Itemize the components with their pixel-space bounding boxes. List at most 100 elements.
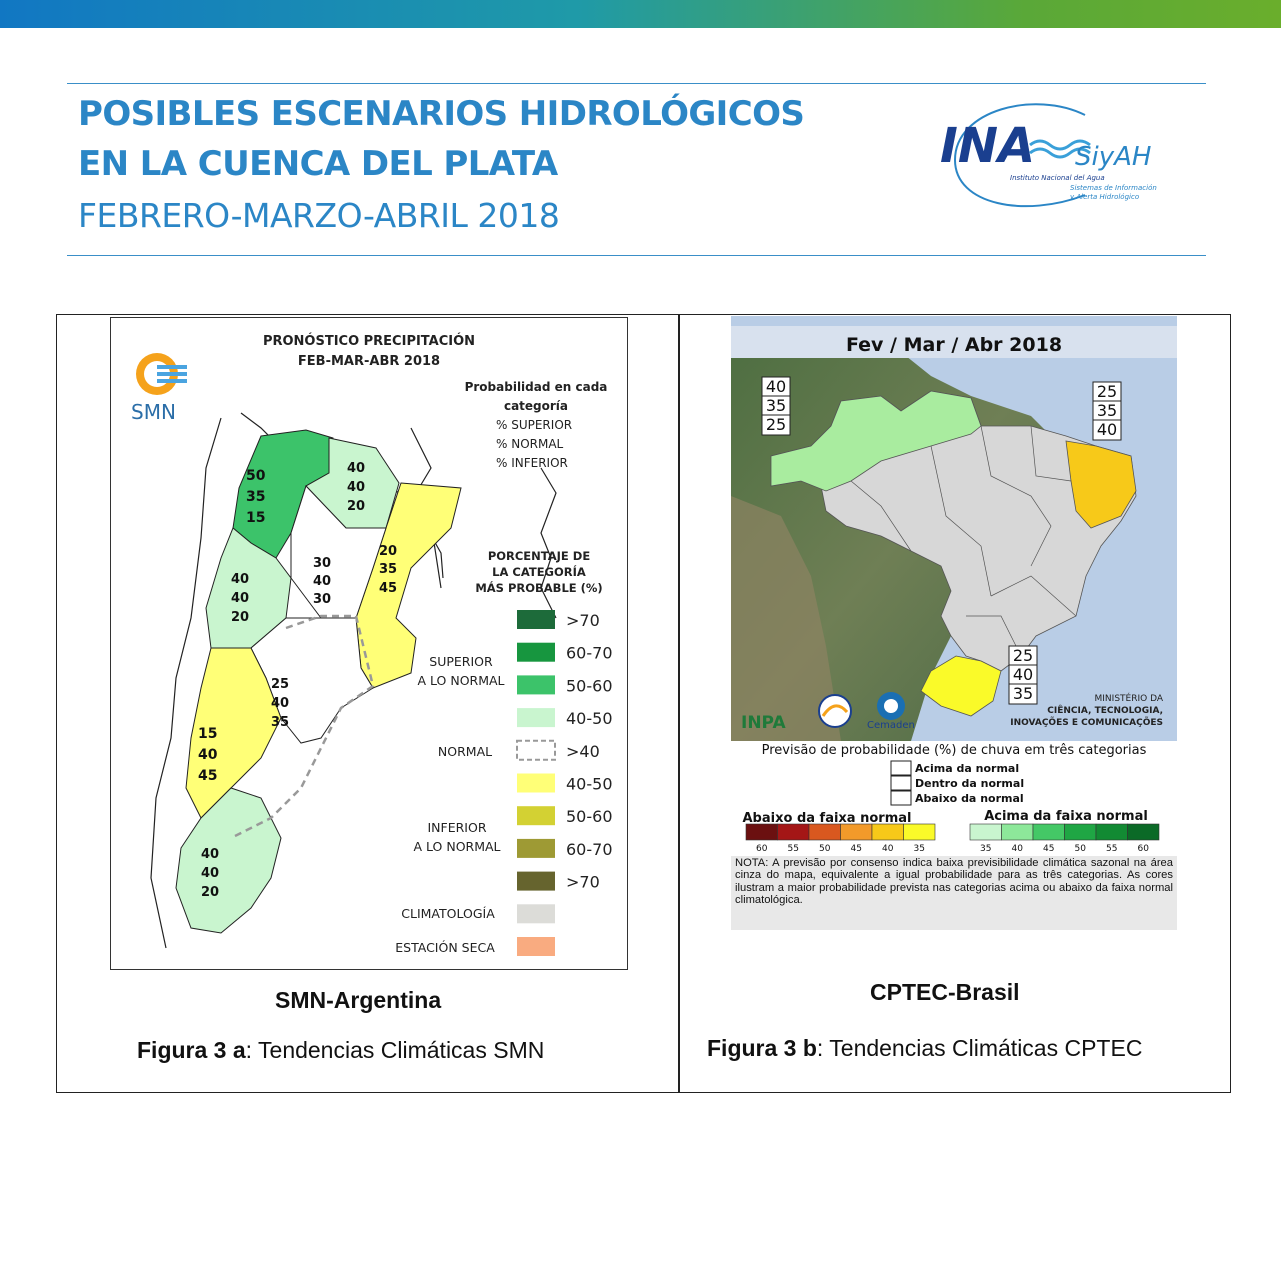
header-rule-top	[67, 83, 1206, 84]
smn-legend-label: 40-50	[566, 775, 613, 794]
svg-text:40: 40	[766, 377, 786, 396]
right-source-caption: CPTEC-Brasil	[870, 979, 1020, 1005]
svg-text:y Alerta Hidrológico: y Alerta Hidrológico	[1069, 193, 1139, 201]
cptec-note-text: NOTA: A previsão por consenso indica bai…	[735, 857, 1173, 907]
smn-legend-label: >70	[566, 611, 600, 630]
svg-text:Abaixo da normal: Abaixo da normal	[915, 792, 1024, 805]
cptec-above-normal-scale: 35 40 45 50 55 60	[969, 823, 1160, 854]
cptec-scale-tick: 35	[914, 844, 925, 854]
svg-text:20: 20	[347, 499, 365, 514]
smn-legend-label: 60-70	[566, 840, 613, 859]
svg-text:40: 40	[313, 574, 331, 589]
smn-percentage-legend: >70 60-70 50-60 40-50 >40 40-50 50-60 60-70 >70	[516, 610, 613, 956]
smn-agency-label: SMN	[131, 400, 176, 424]
smn-legend-label: 50-60	[566, 807, 613, 826]
inpa-logo-text: INPA	[741, 713, 786, 733]
svg-text:20: 20	[379, 544, 397, 559]
smn-legend-swatch	[517, 937, 555, 956]
svg-text:Probabilidad en cada: Probabilidad en cada	[465, 380, 608, 394]
svg-text:% SUPERIOR: % SUPERIOR	[496, 418, 572, 432]
svg-text:LA CATEGORÍA: LA CATEGORÍA	[492, 564, 586, 579]
smn-legend-label: 60-70	[566, 644, 613, 663]
cptec-below-normal-scale: 60 55 50 45 40 35	[745, 823, 936, 854]
svg-text:40: 40	[201, 847, 219, 862]
svg-text:35: 35	[1097, 401, 1117, 420]
cptec-box-northeast: 25 35 40	[1092, 381, 1122, 441]
cptec-scale-tick: 60	[1138, 844, 1150, 854]
cptec-scale-tick: 55	[788, 844, 799, 854]
cptec-map-title: Fev / Mar / Abr 2018	[846, 334, 1062, 356]
cptec-category-key: Acima da normal Dentro da normal Abaixo …	[890, 760, 1024, 806]
svg-text:25: 25	[766, 415, 786, 434]
svg-text:SUPERIOR: SUPERIOR	[429, 654, 493, 669]
top-gradient-bar	[0, 0, 1281, 28]
svg-text:A LO NORMAL: A LO NORMAL	[413, 839, 500, 854]
svg-text:25: 25	[1013, 646, 1033, 665]
svg-text:PORCENTAJE DE: PORCENTAJE DE	[488, 549, 591, 563]
svg-text:40: 40	[201, 866, 219, 881]
page-title-line2: EN LA CUENCA DEL PLATA	[78, 144, 558, 184]
ina-siyah-logo: INA SiyAH Instituto Nacional del Agua Si…	[940, 103, 1157, 208]
smn-legend-label: 40-50	[566, 709, 613, 728]
smn-legend-label: 50-60	[566, 676, 613, 695]
smn-legend-swatch	[517, 708, 555, 728]
cptec-scale-swatch	[840, 823, 873, 841]
cptec-scale-swatch	[903, 823, 936, 841]
cptec-box-south: 25 40 35	[1008, 645, 1038, 705]
svg-text:Dentro da normal: Dentro da normal	[915, 777, 1024, 790]
svg-text:30: 30	[313, 556, 331, 571]
svg-text:40: 40	[231, 572, 249, 587]
svg-text:NORMAL: NORMAL	[438, 744, 492, 759]
left-figure-caption: Figura 3 a: Tendencias Climáticas SMN	[137, 1037, 545, 1063]
smn-map-svg: PRONÓSTICO PRECIPITACIÓN FEB-MAR-ABR 201…	[131, 333, 613, 956]
svg-text:Acima da normal: Acima da normal	[915, 762, 1019, 775]
smn-legend-label: >40	[566, 742, 600, 761]
svg-text:ESTACIÓN SECA: ESTACIÓN SECA	[395, 940, 495, 955]
svg-text:35: 35	[766, 396, 786, 415]
smn-legend-swatch	[517, 806, 555, 826]
cptec-scale-tick: 40	[1012, 844, 1024, 854]
svg-text:40: 40	[271, 696, 289, 711]
cptec-scale-swatch	[777, 823, 810, 841]
cptec-scale-swatch	[1001, 823, 1034, 841]
svg-text:40: 40	[198, 747, 218, 763]
svg-text:A LO NORMAL: A LO NORMAL	[417, 673, 504, 688]
cptec-scale-tick: 60	[756, 844, 768, 854]
cptec-scale-swatch	[1032, 823, 1065, 841]
svg-text:20: 20	[231, 610, 249, 625]
svg-text:Acima da faixa normal: Acima da faixa normal	[984, 809, 1148, 824]
right-figure-caption: Figura 3 b: Tendencias Climáticas CPTEC	[707, 1035, 1143, 1061]
smn-forecast-map: PRONÓSTICO PRECIPITACIÓN FEB-MAR-ABR 201…	[110, 317, 628, 970]
svg-text:FEB-MAR-ABR 2018: FEB-MAR-ABR 2018	[298, 354, 440, 369]
siyah-logo-text: SiyAH	[1075, 142, 1151, 172]
svg-text:MÁS PROBABLE (%): MÁS PROBABLE (%)	[475, 580, 602, 595]
page-subtitle-period: FEBRERO-MARZO-ABRIL 2018	[78, 196, 560, 235]
svg-text:MINISTÉRIO DA: MINISTÉRIO DA	[1095, 692, 1164, 704]
svg-text:CLIMATOLOGÍA: CLIMATOLOGÍA	[401, 906, 495, 921]
cptec-scale-swatch	[808, 823, 841, 841]
cptec-scale-swatch	[969, 823, 1002, 841]
cptec-map-svg: Fev / Mar / Abr 2018 40 35 25	[731, 316, 1177, 930]
svg-text:40: 40	[347, 461, 365, 476]
cptec-scale-tick: 45	[1043, 844, 1054, 854]
svg-text:45: 45	[198, 768, 217, 784]
figure-table-divider	[678, 314, 680, 1093]
svg-text:Previsão de probabilidade (%): Previsão de probabilidade (%) de chuva e…	[762, 743, 1147, 758]
cptec-scale-tick: 50	[1075, 844, 1087, 854]
svg-text:30: 30	[313, 592, 331, 607]
cptec-scale-swatch	[1064, 823, 1097, 841]
svg-text:Instituto Nacional del Agua: Instituto Nacional del Agua	[1010, 174, 1105, 182]
page-title-line1: POSIBLES ESCENARIOS HIDROLÓGICOS	[78, 94, 805, 134]
smn-legend-swatch	[517, 642, 555, 662]
cemaden-logo-icon	[877, 692, 905, 720]
svg-text:35: 35	[246, 489, 265, 505]
smn-legend-label: >70	[566, 873, 600, 892]
smn-legend-swatch	[516, 739, 556, 761]
svg-text:% NORMAL: % NORMAL	[496, 437, 564, 451]
svg-text:35: 35	[1013, 684, 1033, 703]
svg-text:25: 25	[271, 677, 289, 692]
cptec-scale-swatch	[871, 823, 904, 841]
left-source-caption: SMN-Argentina	[275, 987, 442, 1013]
cptec-scale-swatch	[1095, 823, 1128, 841]
svg-text:45: 45	[379, 581, 397, 596]
